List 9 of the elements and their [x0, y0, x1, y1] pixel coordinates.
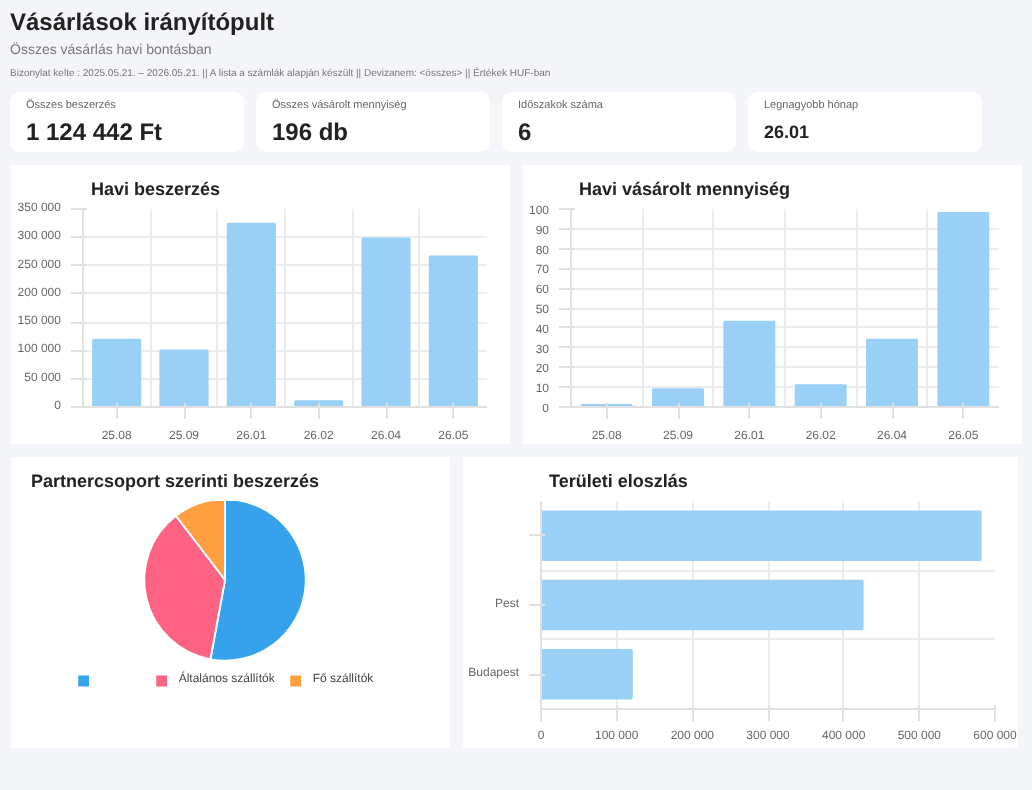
text: 6 — [518, 118, 534, 146]
text: Vásárlások irányítópult — [10, 8, 277, 36]
text: 26.01 — [764, 120, 812, 146]
chart-title: Havi beszerzés — [91, 179, 221, 199]
text: 1 124 442 Ft — [26, 118, 163, 146]
text: 196 db — [272, 118, 351, 146]
chart-title: Havi vásárolt mennyiség — [579, 179, 791, 199]
chart-title: Területi eloszlás — [549, 471, 688, 491]
chart-title: Partnercsoport szerinti beszerzés — [31, 471, 320, 491]
